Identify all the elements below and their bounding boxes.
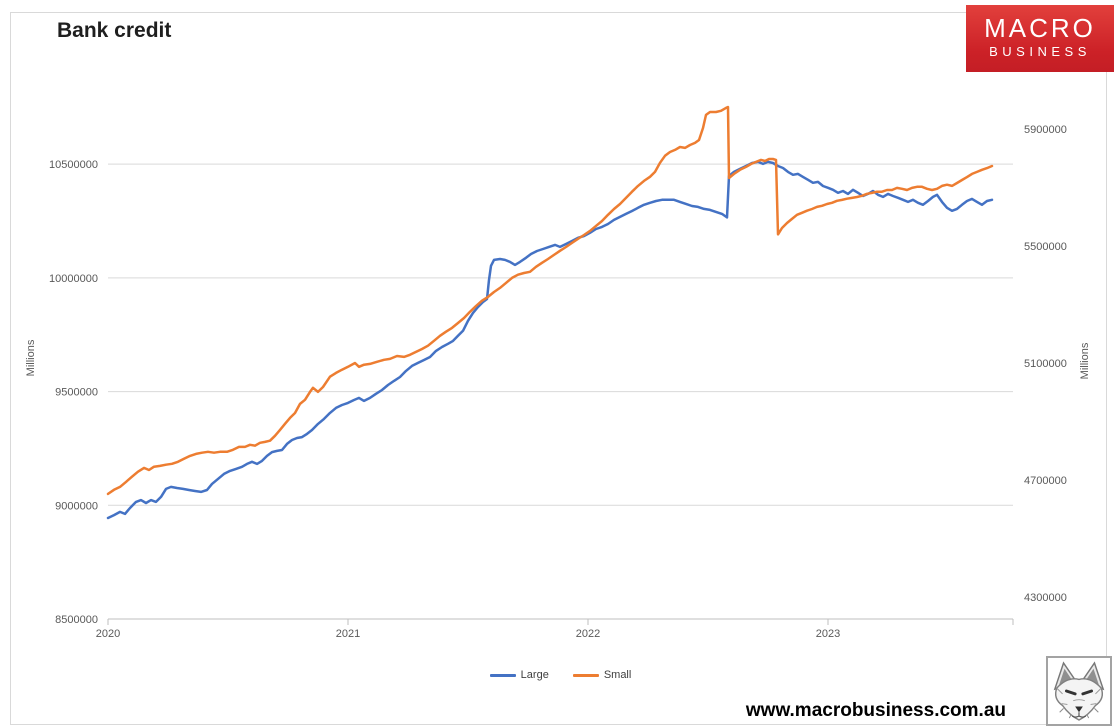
logo-text-macro: MACRO xyxy=(984,13,1096,43)
line-chart-plot: 8500000 9000000 9500000 10000000 10500000 430… xyxy=(49,105,1067,640)
legend-swatch-small xyxy=(572,673,599,677)
legend-item-small: Small xyxy=(572,669,632,681)
legend-label: Large xyxy=(520,669,549,681)
chart-legend: Large Small xyxy=(108,669,1013,681)
left-axis-tick-label: 9000000 xyxy=(55,500,98,512)
left-axis-tick-label: 9500000 xyxy=(55,387,98,399)
series-line-large xyxy=(106,160,994,520)
left-axis-tick-label: 10500000 xyxy=(49,159,98,171)
right-axis-tick-label: 4300000 xyxy=(1024,592,1067,604)
chart-title: Bank credit xyxy=(57,19,172,42)
x-axis-tick-label: 2021 xyxy=(336,628,360,640)
left-axis-title: Millions xyxy=(25,339,37,377)
wolf-logo xyxy=(1046,656,1112,726)
legend-label: Small xyxy=(603,669,632,681)
right-axis-tick-label: 5900000 xyxy=(1024,124,1067,136)
macrobusiness-logo: MACRO BUSINESS xyxy=(966,5,1114,72)
right-axis-tick-label: 4700000 xyxy=(1024,475,1067,487)
legend-item-large: Large xyxy=(489,669,549,681)
right-axis-tick-label: 5500000 xyxy=(1024,241,1067,253)
right-axis-title: Millions xyxy=(1079,342,1091,380)
legend-swatch-large xyxy=(489,673,516,677)
right-axis-tick-label: 5100000 xyxy=(1024,358,1067,370)
x-axis-tick-label: 2020 xyxy=(96,628,120,640)
wolf-sketch-icon xyxy=(1053,661,1105,721)
x-axis-tick-label: 2022 xyxy=(576,628,600,640)
site-url: www.macrobusiness.com.au xyxy=(745,700,1006,721)
logo-text-business: BUSINESS xyxy=(989,44,1091,59)
left-axis-tick-label: 10000000 xyxy=(49,273,98,285)
left-axis-tick-label: 8500000 xyxy=(55,614,98,626)
series-line-small xyxy=(106,105,994,496)
x-axis-tick-label: 2023 xyxy=(816,628,840,640)
